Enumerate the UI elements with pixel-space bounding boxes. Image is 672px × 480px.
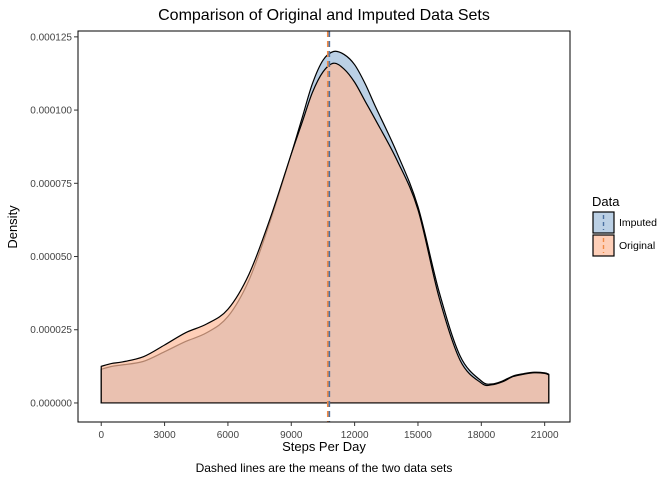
x-tick-label: 12000 — [341, 430, 369, 441]
x-axis-title: Steps Per Day — [282, 439, 366, 454]
y-tick-label: 0.000000 — [30, 398, 72, 409]
x-tick-label: 18000 — [467, 430, 495, 441]
y-axis-title: Density — [5, 205, 20, 249]
x-axis: 0 3000 6000 9000 12000 15000 18000 21000 — [98, 422, 559, 441]
x-tick-label: 6000 — [217, 430, 240, 441]
density-area-original — [100, 62, 550, 404]
y-tick-label: 0.000100 — [30, 106, 72, 117]
legend-title: Data — [592, 194, 620, 209]
y-tick-label: 0.000025 — [30, 325, 72, 336]
x-tick-label: 3000 — [153, 430, 176, 441]
legend-key-imputed — [592, 211, 615, 234]
y-tick-label: 0.000125 — [30, 32, 72, 43]
x-tick-label: 9000 — [280, 430, 303, 441]
x-tick-label: 15000 — [404, 430, 432, 441]
legend-items: Imputed Original — [592, 211, 657, 257]
series-fills — [100, 50, 550, 404]
legend-label-imputed: Imputed — [619, 217, 657, 229]
plot-area — [77, 30, 571, 423]
chart-title: Comparison of Original and Imputed Data … — [158, 7, 490, 24]
legend-key-original — [592, 234, 615, 257]
y-axis: 0.000000 0.000025 0.000050 0.000075 0.000100… — [30, 32, 78, 409]
y-tick-label: 0.000050 — [30, 252, 72, 263]
y-tick-label: 0.000075 — [30, 179, 72, 190]
mean-lines — [326, 31, 331, 422]
legend-label-original: Original — [619, 240, 655, 252]
chart-caption: Dashed lines are the means of the two da… — [196, 461, 453, 475]
x-tick-label: 0 — [98, 430, 104, 441]
legend: Data Imputed Original — [592, 194, 657, 257]
x-tick-label: 21000 — [531, 430, 559, 441]
plot-border — [77, 30, 571, 423]
